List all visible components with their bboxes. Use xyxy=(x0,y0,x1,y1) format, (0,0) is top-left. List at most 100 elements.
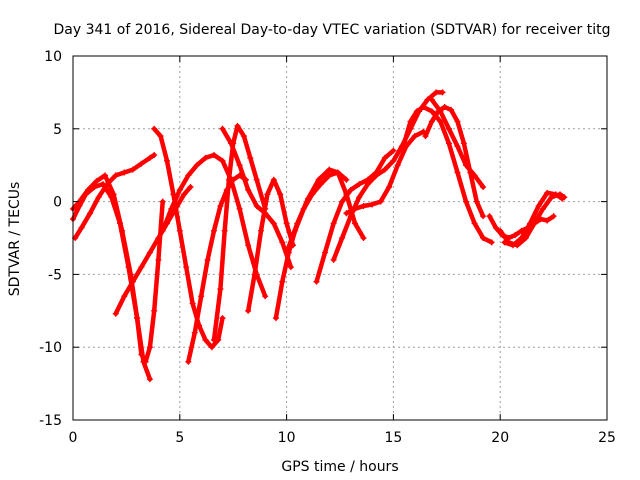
series-trace xyxy=(211,123,268,343)
data-point xyxy=(497,227,504,234)
data-point xyxy=(283,220,290,227)
data-point xyxy=(185,172,192,179)
data-point xyxy=(277,191,284,198)
data-point xyxy=(501,239,508,246)
series-trace xyxy=(344,129,426,216)
series-trace xyxy=(245,177,296,314)
data-point xyxy=(210,227,217,234)
data-point xyxy=(270,220,277,227)
x-tick-label: 15 xyxy=(384,430,402,446)
x-tick-label: 10 xyxy=(278,430,296,446)
data-point xyxy=(445,125,452,132)
data-point xyxy=(264,191,271,198)
data-point xyxy=(428,96,435,103)
data-point xyxy=(146,376,153,383)
data-point xyxy=(390,147,397,154)
data-point xyxy=(279,278,286,285)
data-point xyxy=(473,198,480,205)
data-point xyxy=(236,205,243,212)
data-point xyxy=(102,172,109,179)
data-point xyxy=(294,220,301,227)
data-point xyxy=(488,239,495,246)
data-point xyxy=(433,89,440,96)
data-point xyxy=(108,194,115,201)
data-point xyxy=(155,256,162,263)
data-point xyxy=(364,181,371,188)
data-point xyxy=(247,154,254,161)
data-point xyxy=(134,315,141,322)
data-point xyxy=(343,176,350,183)
data-point xyxy=(471,220,478,227)
data-point xyxy=(155,235,162,241)
data-point xyxy=(527,220,534,227)
data-point xyxy=(480,235,487,241)
x-tick-label: 25 xyxy=(598,430,616,446)
data-point xyxy=(492,224,499,231)
data-point xyxy=(163,157,170,164)
data-point xyxy=(326,166,333,173)
data-point xyxy=(407,118,414,125)
data-point xyxy=(339,198,346,205)
data-point xyxy=(356,181,363,188)
data-point xyxy=(159,198,166,205)
data-point xyxy=(435,108,442,115)
data-point xyxy=(257,227,264,234)
data-point xyxy=(112,172,119,179)
data-point xyxy=(315,176,322,183)
data-point xyxy=(559,195,566,202)
data-point xyxy=(121,169,128,176)
y-tick-label: 5 xyxy=(53,122,62,138)
data-point xyxy=(262,293,269,300)
series-sat-o xyxy=(343,128,427,217)
data-point xyxy=(377,198,384,205)
data-point xyxy=(217,202,224,209)
data-point xyxy=(445,140,452,147)
data-point xyxy=(245,242,252,249)
series-sat-j xyxy=(245,176,297,314)
data-point xyxy=(544,189,551,196)
data-point xyxy=(448,106,455,113)
data-point xyxy=(356,194,363,201)
data-point xyxy=(112,310,119,317)
data-point xyxy=(221,227,228,234)
data-point xyxy=(480,213,487,220)
data-point xyxy=(234,122,241,129)
data-point xyxy=(210,336,217,343)
data-point xyxy=(535,202,542,209)
data-point xyxy=(146,249,153,256)
data-point xyxy=(168,205,175,212)
data-point xyxy=(140,358,147,365)
series-sat-i xyxy=(219,125,294,271)
data-point xyxy=(82,191,89,198)
data-point xyxy=(138,160,145,167)
series-sat-n xyxy=(330,89,446,263)
data-point xyxy=(189,300,196,307)
data-point xyxy=(347,186,354,193)
data-point xyxy=(454,169,461,176)
data-point xyxy=(454,118,461,125)
data-point xyxy=(125,264,132,271)
series-trace xyxy=(314,148,396,284)
data-point xyxy=(413,108,420,115)
data-point xyxy=(304,195,311,202)
data-point xyxy=(454,143,461,150)
data-point xyxy=(129,278,136,285)
data-point xyxy=(373,172,380,179)
series-trace xyxy=(113,184,193,316)
data-point xyxy=(204,256,211,263)
data-point xyxy=(185,358,192,365)
data-point xyxy=(439,89,446,96)
data-point xyxy=(360,235,367,241)
series-trace xyxy=(70,173,165,365)
data-point xyxy=(181,191,188,198)
data-point xyxy=(219,315,226,322)
data-point xyxy=(176,227,183,234)
data-point xyxy=(225,176,232,183)
data-point xyxy=(287,264,294,271)
data-point xyxy=(219,125,226,132)
series-trace xyxy=(70,181,153,382)
series-sat-f xyxy=(159,152,269,300)
data-point xyxy=(176,186,183,193)
data-point xyxy=(330,256,337,263)
